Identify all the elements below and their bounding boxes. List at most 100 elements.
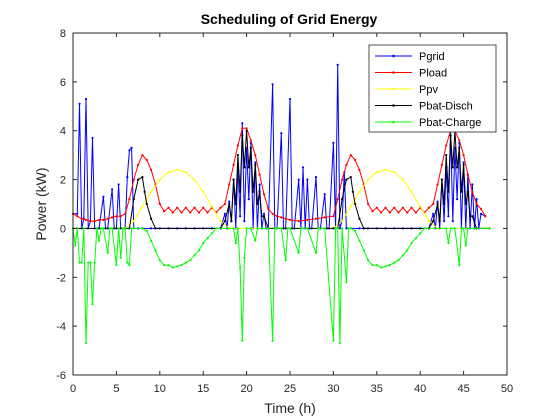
x-tick-label: 5 xyxy=(113,383,119,395)
data-point xyxy=(102,195,105,198)
data-point xyxy=(367,202,370,206)
data-point xyxy=(150,239,153,242)
data-point xyxy=(271,339,274,342)
data-point xyxy=(132,178,135,181)
data-point xyxy=(128,227,131,230)
data-point xyxy=(176,206,179,209)
data-point xyxy=(137,178,140,181)
data-point xyxy=(314,176,318,179)
data-point xyxy=(176,168,179,171)
data-point xyxy=(332,141,335,144)
data-point xyxy=(76,227,79,230)
data-point xyxy=(336,227,339,230)
legend-item: Pbat-Charge xyxy=(375,117,481,129)
data-point xyxy=(451,166,454,169)
data-point xyxy=(332,227,335,230)
data-point xyxy=(245,129,248,132)
data-point xyxy=(163,210,166,213)
legend-item: Ppv xyxy=(375,84,438,96)
data-point xyxy=(141,154,144,157)
data-point xyxy=(150,168,153,171)
data-point xyxy=(76,215,79,218)
data-point xyxy=(284,217,287,220)
data-point xyxy=(254,161,257,164)
legend: Pgrid Pload Ppv Pbat-Disch Pbat-Charge xyxy=(368,44,497,133)
data-point xyxy=(443,202,446,206)
x-axis: 0 5 10 15 20 25 30 35 40 45 50 xyxy=(70,33,513,395)
x-tick-label: 20 xyxy=(240,383,252,395)
data-point xyxy=(445,154,448,157)
data-point xyxy=(132,198,135,201)
data-point xyxy=(95,227,98,230)
y-axis-label: Power (kW) xyxy=(33,167,49,240)
data-point xyxy=(341,220,344,223)
data-point xyxy=(121,227,124,230)
data-point xyxy=(419,205,422,208)
legend-label: Pgrid xyxy=(419,51,445,63)
data-point xyxy=(358,239,361,242)
data-point xyxy=(223,202,226,206)
data-point xyxy=(184,171,187,174)
data-point xyxy=(219,206,222,209)
y-tick-label: 6 xyxy=(60,77,66,89)
data-point xyxy=(245,227,248,230)
data-point xyxy=(228,200,231,203)
data-point xyxy=(397,211,400,214)
data-point xyxy=(239,190,242,193)
data-point xyxy=(256,227,259,230)
data-point xyxy=(358,190,361,193)
x-axis-label: Time (h) xyxy=(264,400,316,416)
data-point xyxy=(432,202,435,206)
data-point xyxy=(232,163,235,166)
legend-label: Ppv xyxy=(419,84,438,96)
data-point xyxy=(427,206,430,209)
data-point xyxy=(438,220,441,223)
data-point xyxy=(145,202,148,206)
chart-title: Scheduling of Grid Energy xyxy=(201,11,378,27)
data-point xyxy=(436,183,439,186)
data-point xyxy=(258,190,261,193)
data-point xyxy=(176,265,179,268)
data-point xyxy=(358,168,361,171)
y-tick-label: -6 xyxy=(56,370,66,382)
data-point xyxy=(449,134,452,137)
data-point xyxy=(380,266,383,269)
data-point xyxy=(323,193,326,196)
data-point xyxy=(82,227,85,230)
data-point xyxy=(345,281,348,284)
data-point xyxy=(249,227,252,230)
data-point xyxy=(262,215,266,218)
legend-marker xyxy=(392,104,395,107)
data-point xyxy=(202,242,205,245)
data-point xyxy=(286,227,289,230)
legend-marker xyxy=(392,71,395,74)
data-point xyxy=(371,264,374,267)
data-point xyxy=(388,211,391,214)
data-point xyxy=(252,190,255,193)
data-point xyxy=(145,158,148,162)
data-point xyxy=(128,198,131,201)
data-point xyxy=(247,198,250,201)
y-tick-label: 4 xyxy=(60,126,66,138)
data-point xyxy=(488,227,491,230)
data-point xyxy=(345,227,348,230)
data-point xyxy=(267,227,270,230)
data-point xyxy=(362,249,365,252)
data-point xyxy=(460,227,463,230)
data-point xyxy=(297,251,300,254)
x-tick-label: 25 xyxy=(284,383,296,395)
y-axis: -6 -4 -2 0 2 4 6 8 xyxy=(56,28,507,382)
data-point xyxy=(323,227,326,230)
data-point xyxy=(258,183,261,186)
data-point xyxy=(241,339,244,342)
data-point xyxy=(143,190,146,193)
data-point xyxy=(115,264,118,267)
data-point xyxy=(306,218,309,221)
data-point xyxy=(297,220,300,223)
data-point xyxy=(249,139,252,142)
data-point xyxy=(447,242,450,245)
data-point xyxy=(256,202,259,206)
data-point xyxy=(234,202,237,206)
data-point xyxy=(80,261,83,264)
data-point xyxy=(436,200,439,203)
